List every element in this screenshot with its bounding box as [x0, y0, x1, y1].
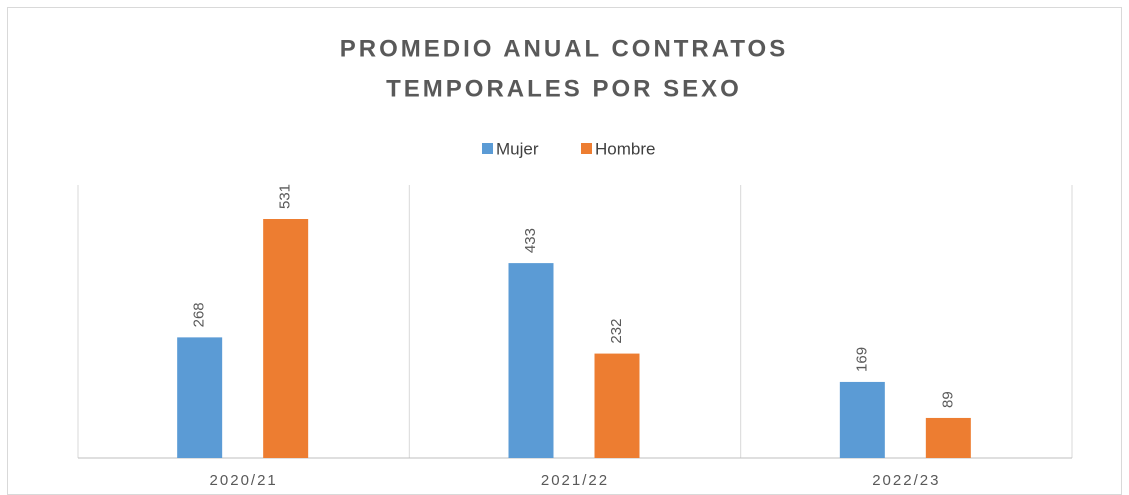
chart-title: TEMPORALES POR SEXO [386, 75, 742, 102]
data-label: 232 [608, 319, 625, 344]
x-tick-label: 2021/22 [541, 472, 609, 489]
data-label: 169 [853, 347, 870, 372]
bar [508, 263, 554, 458]
bar [594, 353, 640, 458]
legend-label: Mujer [496, 139, 539, 158]
data-label: 89 [939, 391, 956, 408]
data-label: 531 [277, 184, 294, 209]
data-label: 268 [191, 302, 208, 327]
chart-title: PROMEDIO ANUAL CONTRATOS [340, 35, 788, 62]
bar [177, 337, 223, 458]
bar [925, 417, 971, 458]
data-label: 433 [522, 228, 539, 253]
legend-swatch [581, 143, 592, 154]
bar [839, 381, 885, 458]
legend-label: Hombre [595, 139, 655, 158]
legend-swatch [482, 143, 493, 154]
x-tick-label: 2022/23 [872, 472, 940, 489]
bar [263, 219, 309, 458]
x-tick-label: 2020/21 [210, 472, 278, 489]
